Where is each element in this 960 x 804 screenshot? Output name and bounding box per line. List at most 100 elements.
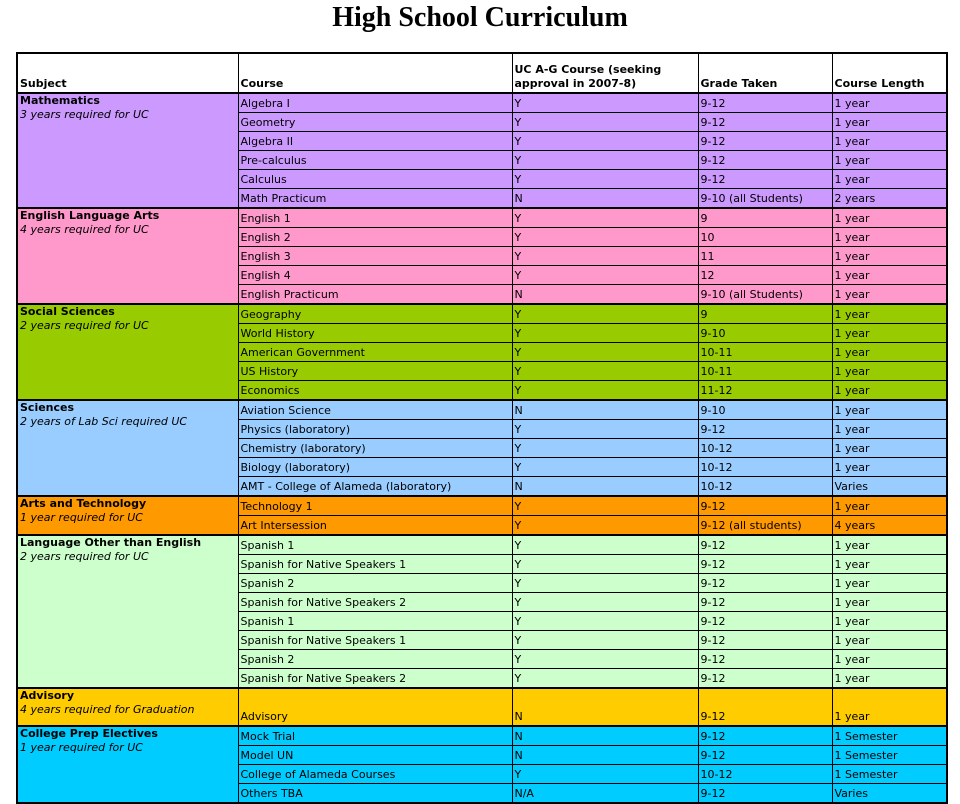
uc-ag-cell: Y [511,457,699,477]
length-cell: 1 year [831,265,948,285]
table-row: Spanish for Native Speakers 2 Y 9-12 1 year [17,668,948,689]
length-cell: 1 year [831,630,948,650]
uc-ag-cell: Y [511,649,699,669]
grade-cell: 9-12 [697,150,833,170]
course-cell: Geography [237,303,513,324]
length-cell: 1 year [831,438,948,458]
grade-cell: 10-12 [697,764,833,784]
grade-cell: 9-12 [697,668,833,689]
table-row: World History Y 9-10 1 year [17,323,948,343]
grade-cell: 9 [697,303,833,324]
subject-cell: English Language Arts 4 years required fo… [16,207,239,305]
length-cell: 1 year [831,342,948,362]
length-cell: 1 year [831,419,948,439]
length-cell: Varies [831,476,948,497]
course-cell: English 3 [237,246,513,266]
table-row: Calculus Y 9-12 1 year [17,169,948,189]
subject-name: College Prep Electives [20,727,158,740]
length-cell: 1 year [831,323,948,343]
course-cell: Spanish for Native Speakers 1 [237,630,513,650]
table-row: English 3 Y 11 1 year [17,246,948,266]
course-cell: Spanish 2 [237,649,513,669]
table-row: Mathematics 3 years required for UC Algebr… [16,92,948,209]
course-cell: AMT - College of Alameda (laboratory) [237,476,513,497]
course-cell: Spanish 1 [237,534,513,555]
course-cell: Calculus [237,169,513,189]
subject-note: 3 years required for UC [20,108,149,121]
course-cell: Advisory [237,687,513,727]
uc-ag-cell: N [511,188,699,209]
course-cell: Geometry [237,112,513,132]
subject-name: Social Sciences [20,305,115,318]
course-cell: Physics (laboratory) [237,419,513,439]
course-cell: Spanish for Native Speakers 1 [237,554,513,574]
grade-cell: 9-12 [697,495,833,516]
course-cell: English 1 [237,207,513,228]
length-cell: 1 year [831,207,948,228]
uc-ag-cell: Y [511,342,699,362]
grade-cell: 10-11 [697,361,833,381]
grade-cell: 9-12 [697,419,833,439]
length-cell: 2 years [831,188,948,209]
uc-ag-cell: Y [511,112,699,132]
uc-ag-cell: Y [511,515,699,536]
header-course-length: Course Length [831,52,948,94]
uc-ag-cell: N/A [511,783,699,804]
length-cell: 1 year [831,457,948,477]
length-cell: 1 year [831,303,948,324]
header-row: Subject Course UC A-G Course (seeking ap… [16,52,948,94]
subject-note: 4 years required for Graduation [20,703,195,716]
grade-cell: 9-12 [697,745,833,765]
course-cell: Spanish for Native Speakers 2 [237,668,513,689]
uc-ag-cell: Y [511,554,699,574]
course-cell: Algebra II [237,131,513,151]
length-cell: 1 year [831,131,948,151]
length-cell: 1 year [831,227,948,247]
grade-cell: 9-12 [697,783,833,804]
grade-cell: 9-12 [697,131,833,151]
subject-name: Sciences [20,401,75,414]
table-row: Spanish 2 Y 9-12 1 year [17,649,948,669]
length-cell: 1 year [831,668,948,689]
table-row: English 2 Y 10 1 year [17,227,948,247]
subject-note: 1 year required for UC [20,511,143,524]
subject-cell: College Prep Electives 1 year required fo… [16,725,239,804]
uc-ag-cell: Y [511,611,699,631]
table-row: Arts and Technology 1 year required for U… [16,495,948,536]
grade-cell: 9-12 [697,630,833,650]
grade-cell: 9-10 (all Students) [697,188,833,209]
uc-ag-cell: N [511,725,699,746]
uc-ag-cell: Y [511,573,699,593]
length-cell: 1 year [831,592,948,612]
table-row: English Language Arts 4 years required fo… [16,207,948,305]
uc-ag-cell: N [511,284,699,305]
course-cell: College of Alameda Courses [237,764,513,784]
table-row: Economics Y 11-12 1 year [17,380,948,401]
uc-ag-cell: Y [511,592,699,612]
table-row: College Prep Electives 1 year required fo… [16,725,948,804]
course-cell: Others TBA [237,783,513,804]
course-cell: Economics [237,380,513,401]
table-row: American Government Y 10-11 1 year [17,342,948,362]
subject-note: 2 years required for UC [20,319,149,332]
uc-ag-cell: Y [511,169,699,189]
uc-ag-cell: Y [511,92,699,113]
grade-cell: 9-12 [697,534,833,555]
table-row: Spanish 2 Y 9-12 1 year [17,573,948,593]
length-cell: 1 year [831,573,948,593]
uc-ag-cell: Y [511,764,699,784]
length-cell: 1 year [831,649,948,669]
length-cell: Varies [831,783,948,804]
course-cell: Pre-calculus [237,150,513,170]
uc-ag-cell: Y [511,668,699,689]
course-cell: Aviation Science [237,399,513,420]
grade-cell: 9-12 [697,611,833,631]
uc-ag-cell: Y [511,361,699,381]
length-cell: 4 years [831,515,948,536]
grade-cell: 9-12 [697,573,833,593]
uc-ag-cell: Y [511,419,699,439]
course-cell: English 4 [237,265,513,285]
uc-ag-cell: Y [511,246,699,266]
course-cell: Spanish 1 [237,611,513,631]
table-row: Sciences 2 years of Lab Sci required UC Av… [16,399,948,497]
